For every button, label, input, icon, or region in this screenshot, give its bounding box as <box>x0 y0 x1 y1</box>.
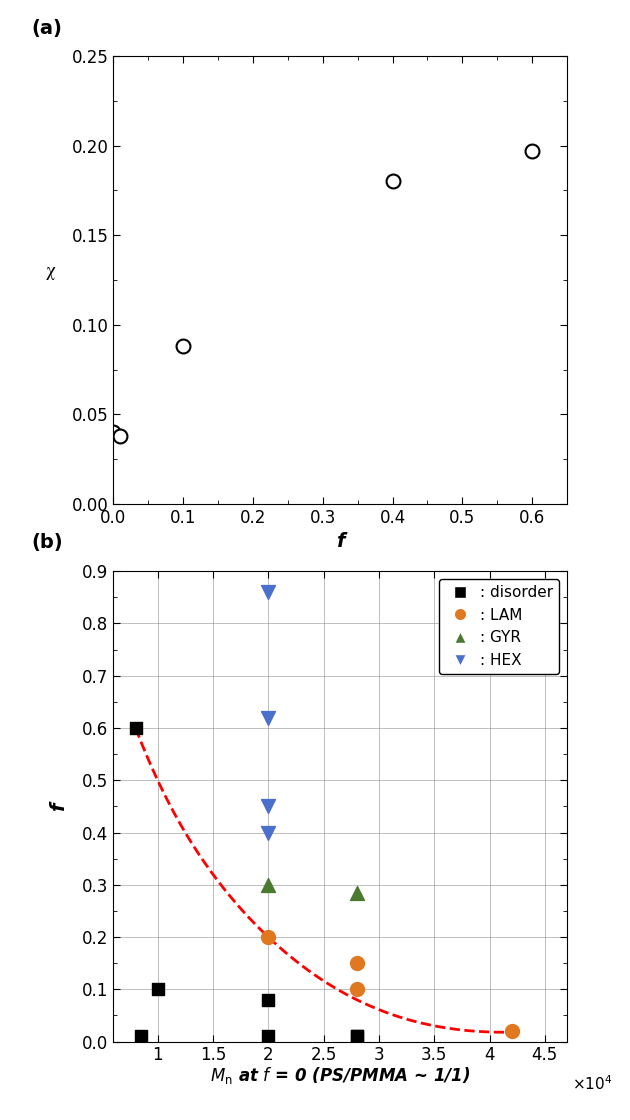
Point <box>130 719 140 737</box>
Text: (b): (b) <box>32 533 64 552</box>
Text: $\times10^4$: $\times10^4$ <box>571 1074 612 1093</box>
Point <box>352 1027 362 1045</box>
Point <box>263 876 273 894</box>
Point <box>263 1027 273 1045</box>
Point <box>352 1027 362 1045</box>
Point <box>263 797 273 815</box>
Point <box>263 928 273 946</box>
Y-axis label: f: f <box>49 802 68 811</box>
Point <box>352 884 362 902</box>
Point <box>136 1027 146 1045</box>
Point <box>263 584 273 601</box>
Legend: : disorder, : LAM, : GYR, : HEX: : disorder, : LAM, : GYR, : HEX <box>439 579 559 674</box>
Point <box>352 954 362 972</box>
X-axis label: f: f <box>336 532 345 551</box>
Y-axis label: χ: χ <box>46 263 55 280</box>
Text: (a): (a) <box>32 19 62 38</box>
Point <box>352 980 362 998</box>
Point <box>263 709 273 727</box>
Point <box>507 1023 517 1040</box>
Point <box>152 980 163 998</box>
Point <box>263 823 273 841</box>
Text: $M_{\mathrm{n}}$ at $f$ = 0 (PS/PMMA ~ 1/1): $M_{\mathrm{n}}$ at $f$ = 0 (PS/PMMA ~ 1… <box>210 1065 471 1085</box>
Point <box>263 991 273 1009</box>
